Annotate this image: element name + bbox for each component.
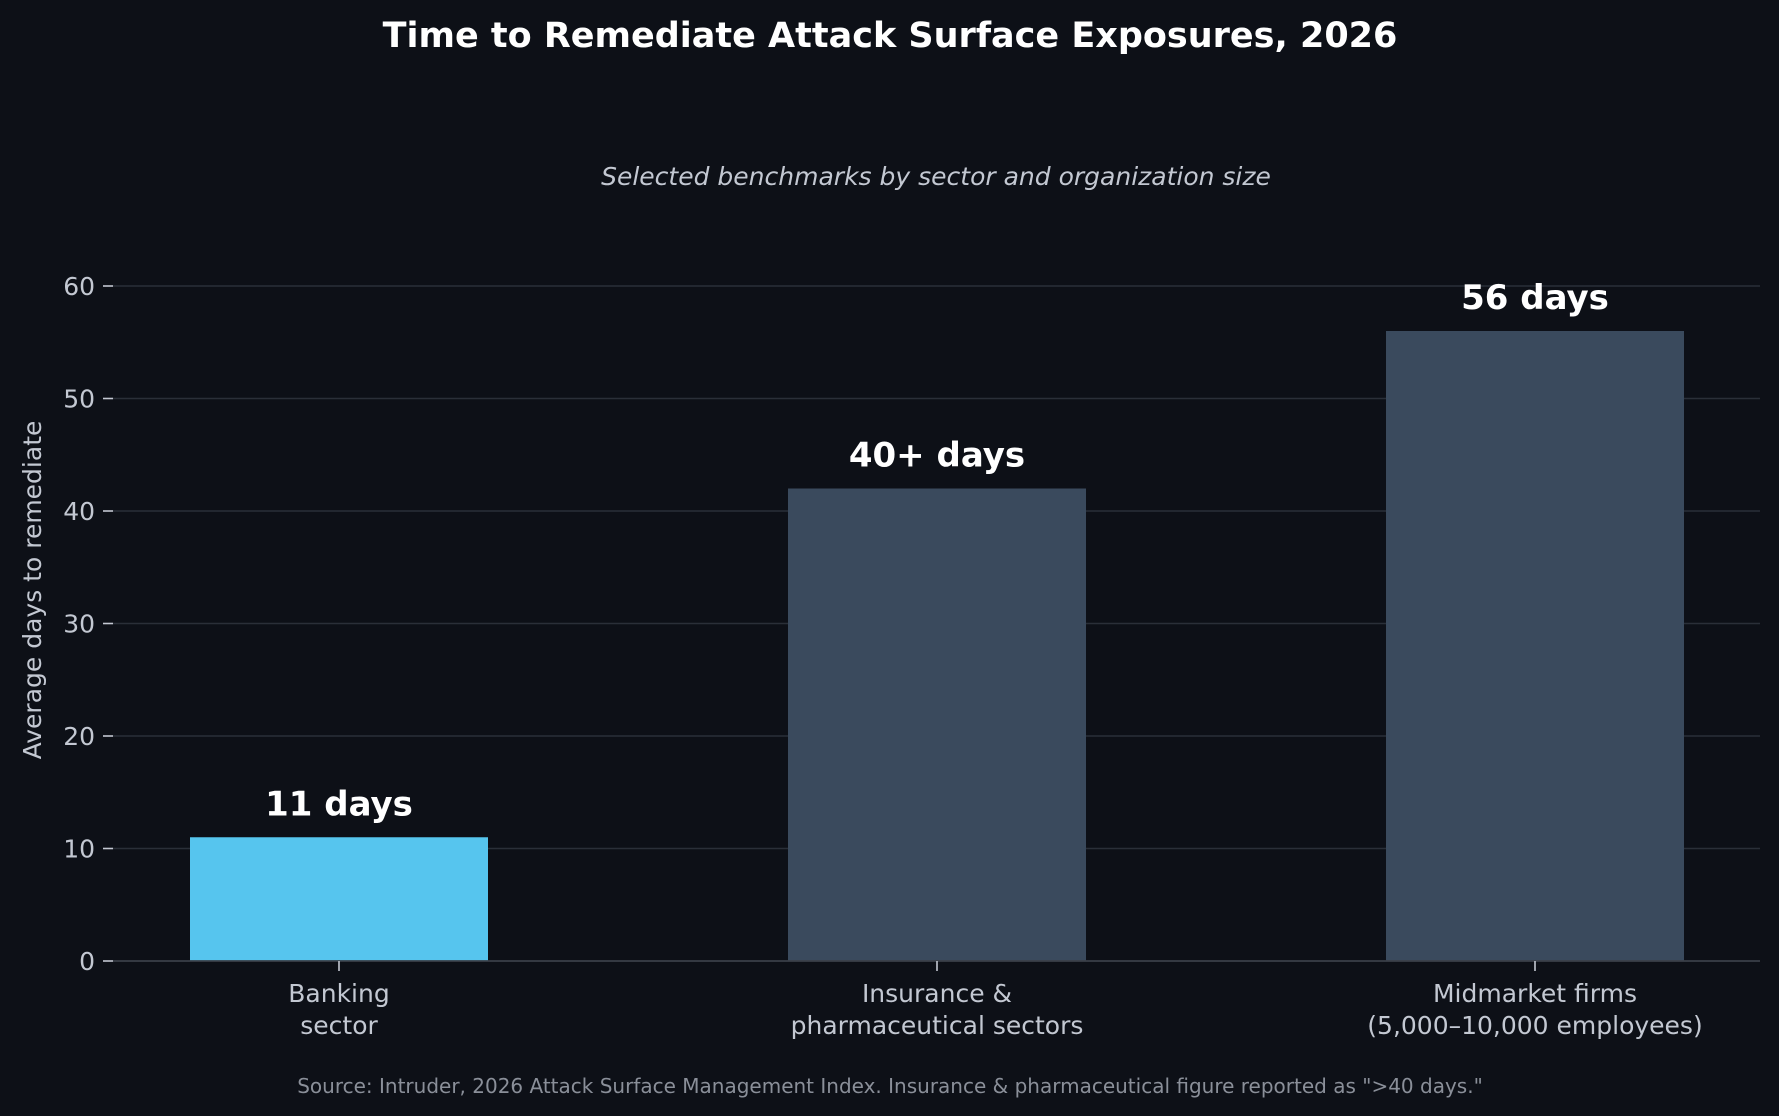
x-tick-label-line: sector: [300, 1011, 378, 1040]
y-tick-label: 60: [63, 272, 95, 301]
bar: [1386, 331, 1684, 961]
x-tick-label-line: Insurance &: [862, 979, 1012, 1008]
data-label: 56 days: [1461, 278, 1609, 318]
y-tick-label: 10: [63, 835, 95, 864]
data-label: 40+ days: [849, 436, 1025, 476]
x-tick-label: Banking sector: [288, 979, 389, 1040]
plot-area: 0 10 20 30 40 50 60 Banking sector Insurance & pha…: [63, 272, 1760, 1040]
y-tick-label: 20: [63, 722, 95, 751]
data-label: 11 days: [265, 784, 413, 824]
y-tick-label: 0: [79, 947, 95, 976]
y-tick-label: 50: [63, 385, 95, 414]
x-tick-label: Insurance & pharmaceutical sectors: [791, 979, 1084, 1040]
x-tick-label-line: pharmaceutical sectors: [791, 1011, 1084, 1040]
bar: [190, 837, 488, 961]
y-axis-label: Average days to remediate: [18, 421, 47, 760]
x-tick-label-line: (5,000–10,000 employees): [1367, 1011, 1702, 1040]
chart-title: Time to Remediate Attack Surface Exposur…: [383, 16, 1398, 56]
chart-subtitle: Selected benchmarks by sector and organi…: [601, 162, 1271, 191]
bar: [788, 488, 1086, 961]
x-tick-label-line: Banking: [288, 979, 389, 1008]
x-tick-label: Midmarket firms (5,000–10,000 employees): [1367, 979, 1702, 1040]
x-tick-label-line: Midmarket firms: [1433, 979, 1637, 1008]
y-tick-label: 30: [63, 610, 95, 639]
y-tick-label: 40: [63, 497, 95, 526]
source-note: Source: Intruder, 2026 Attack Surface Ma…: [297, 1074, 1483, 1098]
